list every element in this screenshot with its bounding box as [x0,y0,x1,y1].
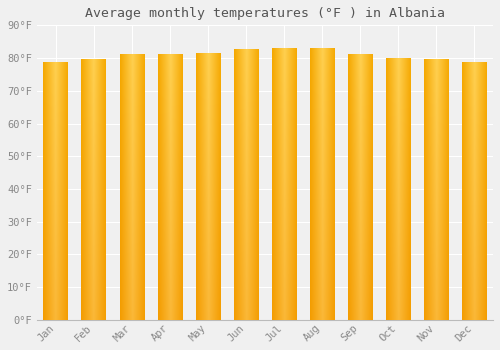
Title: Average monthly temperatures (°F ) in Albania: Average monthly temperatures (°F ) in Al… [85,7,445,20]
